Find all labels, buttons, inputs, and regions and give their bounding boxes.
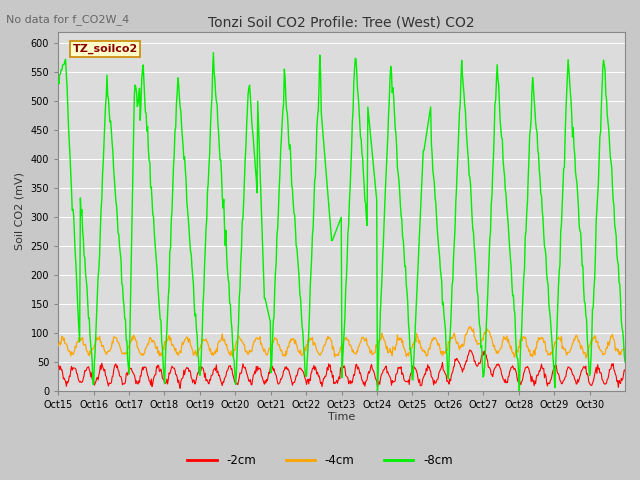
Text: TZ_soilco2: TZ_soilco2 (72, 44, 138, 54)
Text: No data for f_CO2W_4: No data for f_CO2W_4 (6, 14, 130, 25)
X-axis label: Time: Time (328, 412, 355, 422)
Y-axis label: Soil CO2 (mV): Soil CO2 (mV) (15, 172, 25, 251)
Title: Tonzi Soil CO2 Profile: Tree (West) CO2: Tonzi Soil CO2 Profile: Tree (West) CO2 (208, 15, 475, 29)
Legend: -2cm, -4cm, -8cm: -2cm, -4cm, -8cm (183, 449, 457, 472)
